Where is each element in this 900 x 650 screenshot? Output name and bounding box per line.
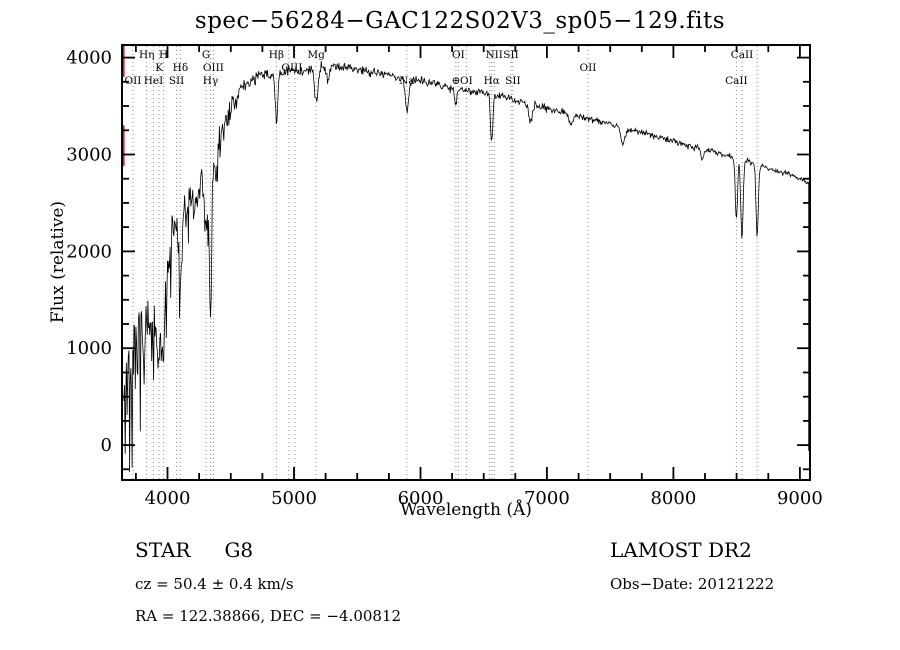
classification-text: STAR G8 xyxy=(135,538,253,562)
cz-text: cz = 50.4 ± 0.4 km/s xyxy=(135,575,294,593)
spectral-line-label: SII xyxy=(505,75,521,87)
spectral-line-label: SII xyxy=(169,75,185,87)
y-tick-label: 3000 xyxy=(66,145,112,166)
spectral-line-label: Na xyxy=(399,75,414,87)
spectral-line-label: OIII xyxy=(203,62,224,74)
plot-title: spec−56284−GAC122S02V3_sp05−129.fits xyxy=(194,8,726,34)
y-tick-label: 2000 xyxy=(66,241,112,262)
spectral-line-label: Hα xyxy=(484,75,500,87)
spectral-line-label: CaII xyxy=(725,75,748,87)
axis-tick-labels: 4000 5000 6000 7000 8000 9000 0 1000 2000 3000 400… xyxy=(66,48,823,509)
spectral-line-label: H xyxy=(159,49,168,61)
spectral-line-label: OI xyxy=(460,75,473,87)
spectral-line-label: Hδ xyxy=(173,62,188,74)
spectral-line-label: CaII xyxy=(731,49,754,61)
spectral-line-label: Hη xyxy=(139,49,154,61)
spectral-line-label: HeI xyxy=(144,75,164,87)
x-tick-label: 8000 xyxy=(650,488,696,509)
obs-date-text: Obs−Date: 20121222 xyxy=(610,575,775,593)
spectral-line-grid xyxy=(132,46,758,479)
spectral-line-label: Hγ xyxy=(203,75,218,87)
x-tick-label: 4000 xyxy=(145,488,191,509)
object-class: STAR xyxy=(135,538,191,562)
radec-text: RA = 122.38866, DEC = −4.00812 xyxy=(135,607,402,625)
object-subclass: G8 xyxy=(224,538,254,562)
y-tick-label: 4000 xyxy=(66,48,112,69)
x-axis-label: Wavelength (Å) xyxy=(400,500,532,520)
axis-ticks xyxy=(122,45,810,480)
y-axis-label: Flux (relative) xyxy=(48,200,68,324)
x-tick-label: 6000 xyxy=(398,488,444,509)
axis-box xyxy=(121,44,811,481)
spectrum-plot: 4000 5000 6000 7000 8000 9000 0 1000 2000 3000 400… xyxy=(66,44,823,509)
spectral-line-label: OI xyxy=(452,49,465,61)
spectral-line-label: NII xyxy=(485,49,502,61)
spectrum-line xyxy=(123,60,810,473)
x-tick-label: 7000 xyxy=(524,488,570,509)
spectral-line-label: OII xyxy=(580,62,597,74)
spectral-line-label: K xyxy=(155,62,163,74)
spectral-line-label: ⊕ xyxy=(451,75,460,87)
spectral-line-label: SII xyxy=(503,49,519,61)
spectral-line-label: G xyxy=(202,49,210,61)
survey-name: LAMOST DR2 xyxy=(610,538,752,562)
y-tick-label: 1000 xyxy=(66,338,112,359)
spectral-line-label: OIII xyxy=(281,62,302,74)
y-tick-label: 0 xyxy=(101,435,112,456)
spectral-line-label: Hβ xyxy=(269,49,284,61)
spectral-line-label: Mg xyxy=(307,49,325,61)
x-tick-label: 5000 xyxy=(271,488,317,509)
spectral-line-label: OII xyxy=(125,75,142,87)
x-tick-label: 9000 xyxy=(777,488,823,509)
